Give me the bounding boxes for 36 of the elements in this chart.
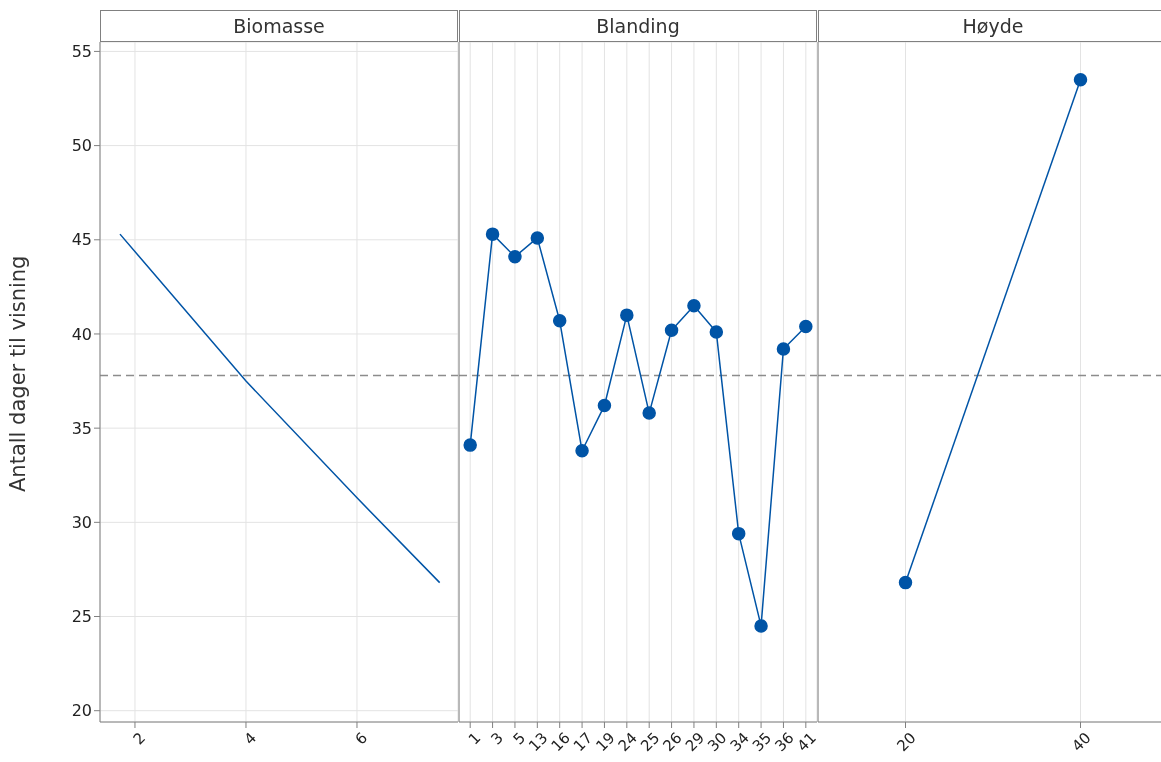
y-tick-label: 50 xyxy=(71,136,92,156)
x-tick-label: 2 xyxy=(129,728,150,749)
chart-title: Blanding xyxy=(459,10,817,42)
y-tick-label: 40 xyxy=(71,324,92,344)
point xyxy=(485,227,500,241)
point xyxy=(687,298,701,313)
y-tick-label: 55 xyxy=(71,42,92,62)
point xyxy=(620,308,634,322)
point xyxy=(642,406,656,420)
y-tick-label: 45 xyxy=(71,230,92,250)
point xyxy=(776,342,791,356)
line-series xyxy=(119,233,441,584)
y-tick-label: 30 xyxy=(71,513,92,533)
point xyxy=(754,619,768,633)
x-tick-label: 4 xyxy=(240,728,261,749)
x-tick-label: 6 xyxy=(351,728,372,749)
y-tick-label: 35 xyxy=(71,418,92,438)
point xyxy=(731,526,746,541)
chart-title: Høyde xyxy=(818,10,1161,42)
x-tick-label: 3 xyxy=(487,728,507,749)
point xyxy=(709,325,724,339)
point xyxy=(463,438,477,452)
point xyxy=(664,323,679,337)
chart-title: Biomasse xyxy=(100,10,458,42)
point xyxy=(575,444,589,458)
x-tick-label: 1 xyxy=(464,728,485,749)
y-tick-label: 25 xyxy=(71,607,92,627)
point xyxy=(508,249,522,264)
y-tick-label: 20 xyxy=(71,701,92,721)
point xyxy=(799,319,813,334)
y-axis-title: Antall dager til visning xyxy=(6,255,31,492)
point xyxy=(530,231,545,245)
point xyxy=(597,398,612,413)
x-tick-label: 20 xyxy=(893,728,920,756)
x-tick-label: 40 xyxy=(1068,728,1095,756)
point xyxy=(552,314,567,328)
